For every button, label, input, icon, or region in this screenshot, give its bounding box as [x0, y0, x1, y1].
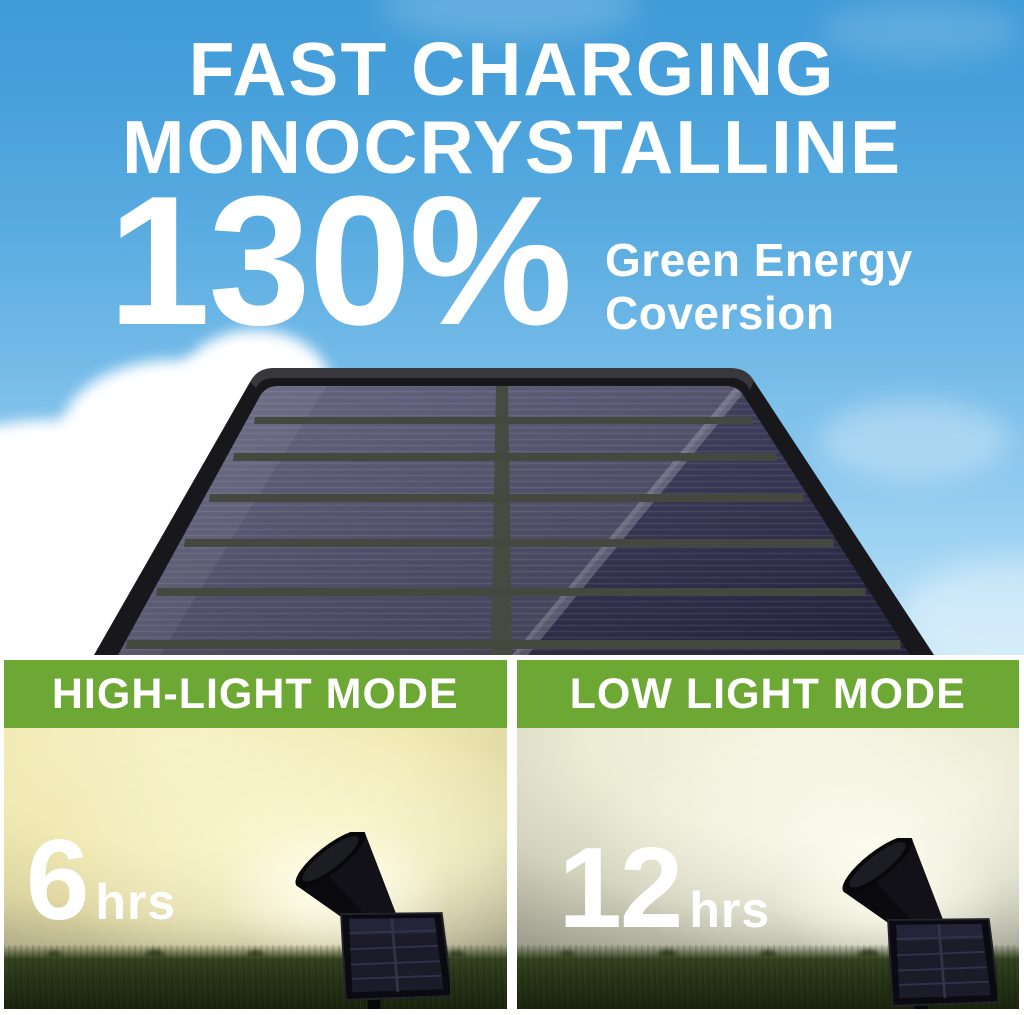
mode-photo-high-light: 6 hrs — [4, 728, 507, 1009]
duration-low-light: 12 hrs — [559, 832, 771, 946]
duration-hours: 6 — [26, 817, 89, 944]
duration-unit: hrs — [95, 874, 177, 930]
stat-label: Green Energy Coversion — [605, 234, 913, 340]
solar-spotlight-icon — [836, 838, 997, 1009]
solar-panel-icon — [94, 368, 934, 655]
cloud-shape — [820, 400, 1010, 480]
modes-section: HIGH-LIGHT MODE 6 hrs LOW LIGHT MODE — [0, 655, 1024, 1015]
mode-panel-low-light: LOW LIGHT MODE 12 hrs — [516, 660, 1019, 1009]
mode-photo-low-light: 12 hrs — [516, 728, 1019, 1009]
hero-title: FAST CHARGING MONOCRYSTALLINE — [0, 30, 1024, 186]
cloud-shape — [820, 0, 1020, 60]
mode-header-low-light: LOW LIGHT MODE — [516, 660, 1019, 728]
stat-value: 130% — [108, 157, 573, 363]
stat-label-line1: Green Energy — [605, 234, 913, 286]
hero-title-line1: FAST CHARGING — [188, 27, 836, 111]
mode-header-label: HIGH-LIGHT MODE — [51, 669, 459, 718]
duration-unit: hrs — [689, 882, 771, 938]
solar-spotlight-icon — [290, 832, 450, 1009]
mode-header-high-light: HIGH-LIGHT MODE — [4, 660, 507, 728]
hero-section: FAST CHARGING MONOCRYSTALLINE 130% Green… — [0, 0, 1024, 655]
stat-label-line2: Coversion — [605, 286, 835, 339]
duration-high-light: 6 hrs — [26, 824, 176, 938]
mode-header-label: LOW LIGHT MODE — [569, 669, 966, 718]
mode-panel-high-light: HIGH-LIGHT MODE 6 hrs — [4, 660, 507, 1009]
duration-hours: 12 — [558, 825, 684, 952]
hero-title-line2: MONOCRYSTALLINE — [122, 105, 902, 189]
